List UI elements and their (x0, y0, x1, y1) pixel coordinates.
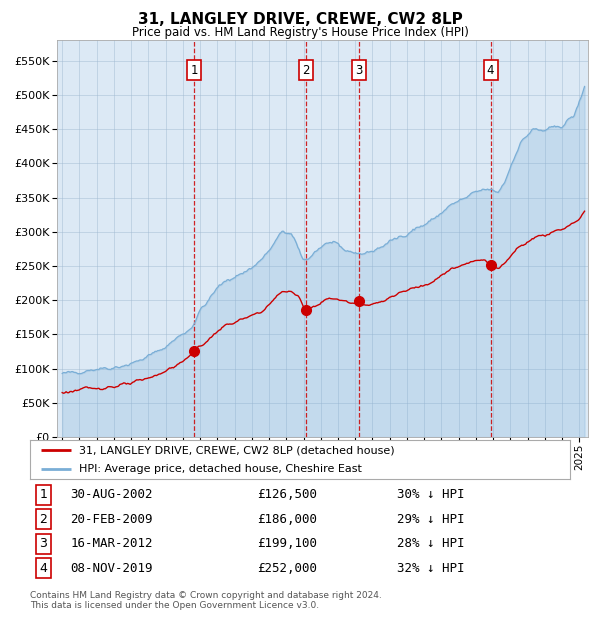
Text: 3: 3 (40, 537, 47, 550)
Text: 31, LANGLEY DRIVE, CREWE, CW2 8LP: 31, LANGLEY DRIVE, CREWE, CW2 8LP (137, 12, 463, 27)
Text: 29% ↓ HPI: 29% ↓ HPI (397, 513, 465, 526)
Text: 08-NOV-2019: 08-NOV-2019 (71, 562, 153, 575)
Text: 1: 1 (191, 64, 198, 76)
Text: £126,500: £126,500 (257, 489, 317, 501)
Text: 2: 2 (302, 64, 310, 76)
Text: 4: 4 (40, 562, 47, 575)
Text: 2: 2 (40, 513, 47, 526)
Text: 30% ↓ HPI: 30% ↓ HPI (397, 489, 465, 501)
Text: £252,000: £252,000 (257, 562, 317, 575)
Text: 1: 1 (40, 489, 47, 501)
Text: Price paid vs. HM Land Registry's House Price Index (HPI): Price paid vs. HM Land Registry's House … (131, 26, 469, 39)
Text: 31, LANGLEY DRIVE, CREWE, CW2 8LP (detached house): 31, LANGLEY DRIVE, CREWE, CW2 8LP (detac… (79, 445, 394, 455)
Text: HPI: Average price, detached house, Cheshire East: HPI: Average price, detached house, Ches… (79, 464, 361, 474)
Text: £199,100: £199,100 (257, 537, 317, 550)
Text: 28% ↓ HPI: 28% ↓ HPI (397, 537, 465, 550)
Text: 30-AUG-2002: 30-AUG-2002 (71, 489, 153, 501)
Text: This data is licensed under the Open Government Licence v3.0.: This data is licensed under the Open Gov… (30, 601, 319, 611)
Text: Contains HM Land Registry data © Crown copyright and database right 2024.: Contains HM Land Registry data © Crown c… (30, 591, 382, 600)
Text: 32% ↓ HPI: 32% ↓ HPI (397, 562, 465, 575)
Text: 3: 3 (355, 64, 362, 76)
Text: 4: 4 (487, 64, 494, 76)
Text: £186,000: £186,000 (257, 513, 317, 526)
Text: 16-MAR-2012: 16-MAR-2012 (71, 537, 153, 550)
Text: 20-FEB-2009: 20-FEB-2009 (71, 513, 153, 526)
